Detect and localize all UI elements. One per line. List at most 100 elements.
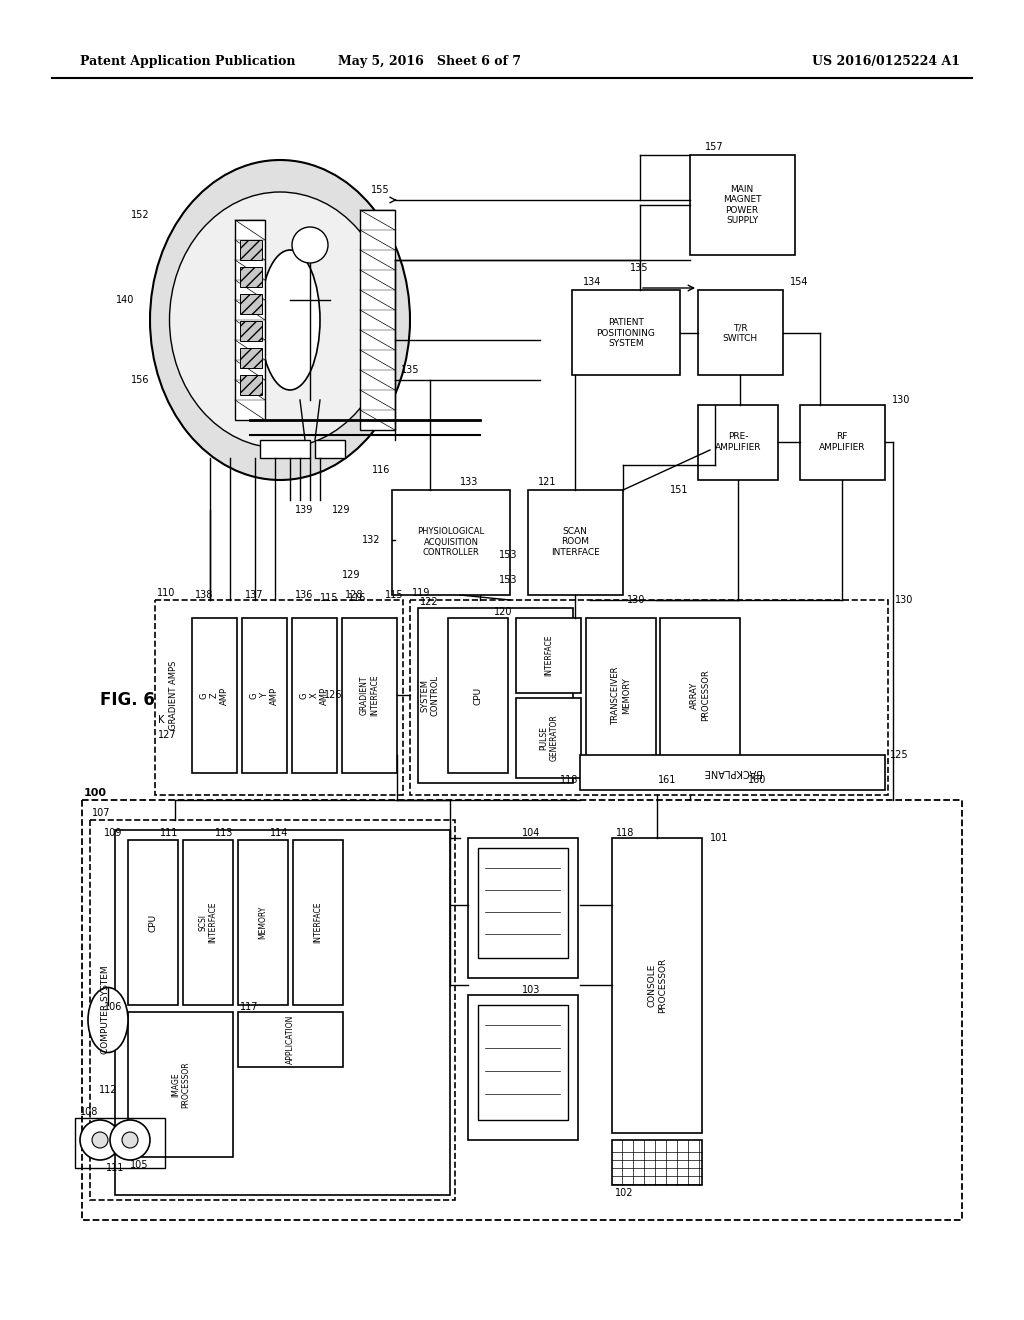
Bar	[612, 1140, 702, 1185]
Bar	[800, 405, 885, 480]
Bar	[234, 220, 265, 420]
Text: RF
AMPLIFIER: RF AMPLIFIER	[819, 433, 865, 451]
Text: 104: 104	[521, 828, 540, 838]
Bar	[690, 154, 795, 255]
Bar	[612, 838, 702, 1133]
Ellipse shape	[170, 191, 390, 447]
Text: PRE-
AMPLIFIER: PRE- AMPLIFIER	[715, 433, 761, 451]
Text: 125: 125	[890, 750, 908, 760]
Text: 126: 126	[324, 690, 342, 700]
Text: 151: 151	[670, 484, 688, 495]
Bar	[240, 240, 262, 260]
Text: 100: 100	[84, 788, 106, 799]
Bar	[183, 840, 233, 1005]
Text: G
Y
AMP: G Y AMP	[250, 686, 280, 705]
Text: 136: 136	[295, 590, 313, 601]
Text: 156: 156	[131, 375, 150, 385]
Text: 130: 130	[895, 595, 913, 605]
Text: 161: 161	[658, 775, 677, 785]
Bar	[260, 440, 310, 458]
Text: 106: 106	[103, 1002, 122, 1012]
Bar	[128, 1012, 233, 1158]
Bar	[516, 618, 581, 693]
Bar	[586, 618, 656, 774]
Bar	[240, 348, 262, 368]
Bar	[478, 847, 568, 958]
Text: G
X
AMP: G X AMP	[300, 686, 330, 705]
Text: SCSI
INTERFACE: SCSI INTERFACE	[199, 902, 218, 944]
Text: 105: 105	[130, 1160, 148, 1170]
Text: May 5, 2016   Sheet 6 of 7: May 5, 2016 Sheet 6 of 7	[339, 55, 521, 69]
Text: K: K	[158, 715, 165, 725]
Text: 115: 115	[319, 593, 338, 603]
Text: 122: 122	[420, 597, 438, 607]
Circle shape	[80, 1119, 120, 1160]
Text: 120: 120	[494, 607, 512, 616]
Text: 117: 117	[240, 1002, 258, 1012]
Ellipse shape	[88, 987, 128, 1052]
Text: 160: 160	[748, 775, 766, 785]
Ellipse shape	[150, 160, 410, 480]
Text: 116: 116	[372, 465, 390, 475]
Text: T/R
SWITCH: T/R SWITCH	[723, 323, 758, 343]
Text: APPLICATION: APPLICATION	[286, 1015, 295, 1064]
Text: 132: 132	[361, 535, 380, 545]
Text: US 2016/0125224 A1: US 2016/0125224 A1	[812, 55, 961, 69]
Circle shape	[110, 1119, 150, 1160]
Bar	[75, 1118, 165, 1168]
Text: 129: 129	[332, 506, 350, 515]
Text: INTERFACE: INTERFACE	[544, 635, 553, 676]
Bar	[193, 618, 237, 774]
Text: 118: 118	[560, 775, 578, 785]
Text: 103: 103	[521, 985, 540, 995]
Text: 130: 130	[627, 595, 645, 605]
Ellipse shape	[260, 249, 319, 389]
Text: SYSTEM
CONTROL: SYSTEM CONTROL	[420, 675, 439, 715]
Text: INTERFACE: INTERFACE	[313, 902, 323, 944]
Text: 109: 109	[103, 828, 122, 838]
Text: PULSE
GENERATOR: PULSE GENERATOR	[539, 714, 558, 762]
Bar	[468, 995, 578, 1140]
Text: 121: 121	[538, 477, 556, 487]
Bar	[242, 618, 287, 774]
Text: CONSOLE
PROCESSOR: CONSOLE PROCESSOR	[647, 957, 667, 1012]
Text: 152: 152	[131, 210, 150, 220]
Text: COMPUTER SYSTEM: COMPUTER SYSTEM	[100, 966, 110, 1055]
Text: 157: 157	[705, 143, 724, 152]
Text: 111: 111	[160, 828, 178, 838]
Text: 135: 135	[400, 366, 419, 375]
Text: 154: 154	[790, 277, 809, 286]
Text: IMAGE
PROCESSOR: IMAGE PROCESSOR	[171, 1061, 190, 1107]
Text: MAIN
MAGNET
POWER
SUPPLY: MAIN MAGNET POWER SUPPLY	[723, 185, 761, 226]
Bar	[238, 840, 288, 1005]
Text: 155: 155	[371, 185, 389, 195]
Text: 130: 130	[892, 395, 910, 405]
Bar	[572, 290, 680, 375]
Text: PATIENT
POSITIONING
SYSTEM: PATIENT POSITIONING SYSTEM	[597, 318, 655, 348]
Text: 128: 128	[345, 590, 364, 601]
Circle shape	[92, 1133, 108, 1148]
Bar	[292, 618, 337, 774]
Text: 114: 114	[269, 828, 288, 838]
Text: 107: 107	[92, 808, 111, 818]
Bar	[128, 840, 178, 1005]
Text: 101: 101	[710, 833, 728, 843]
Text: 112: 112	[98, 1085, 118, 1096]
Text: 133: 133	[460, 477, 478, 487]
Text: 135: 135	[630, 263, 648, 273]
Bar	[478, 1005, 568, 1119]
Text: MEMORY: MEMORY	[258, 906, 267, 940]
Text: ARRAY
PROCESSOR: ARRAY PROCESSOR	[690, 669, 710, 721]
Bar	[293, 840, 343, 1005]
Bar	[698, 405, 778, 480]
Text: SCAN
ROOM
INTERFACE: SCAN ROOM INTERFACE	[551, 527, 599, 557]
Bar	[240, 294, 262, 314]
Text: 127: 127	[158, 730, 176, 741]
Circle shape	[292, 227, 328, 263]
Text: 153: 153	[499, 550, 517, 560]
Bar	[580, 755, 885, 789]
Bar	[238, 1012, 343, 1067]
Bar	[516, 698, 581, 777]
Text: GRADIENT AMPS: GRADIENT AMPS	[169, 660, 177, 730]
Text: 111: 111	[105, 1163, 124, 1173]
